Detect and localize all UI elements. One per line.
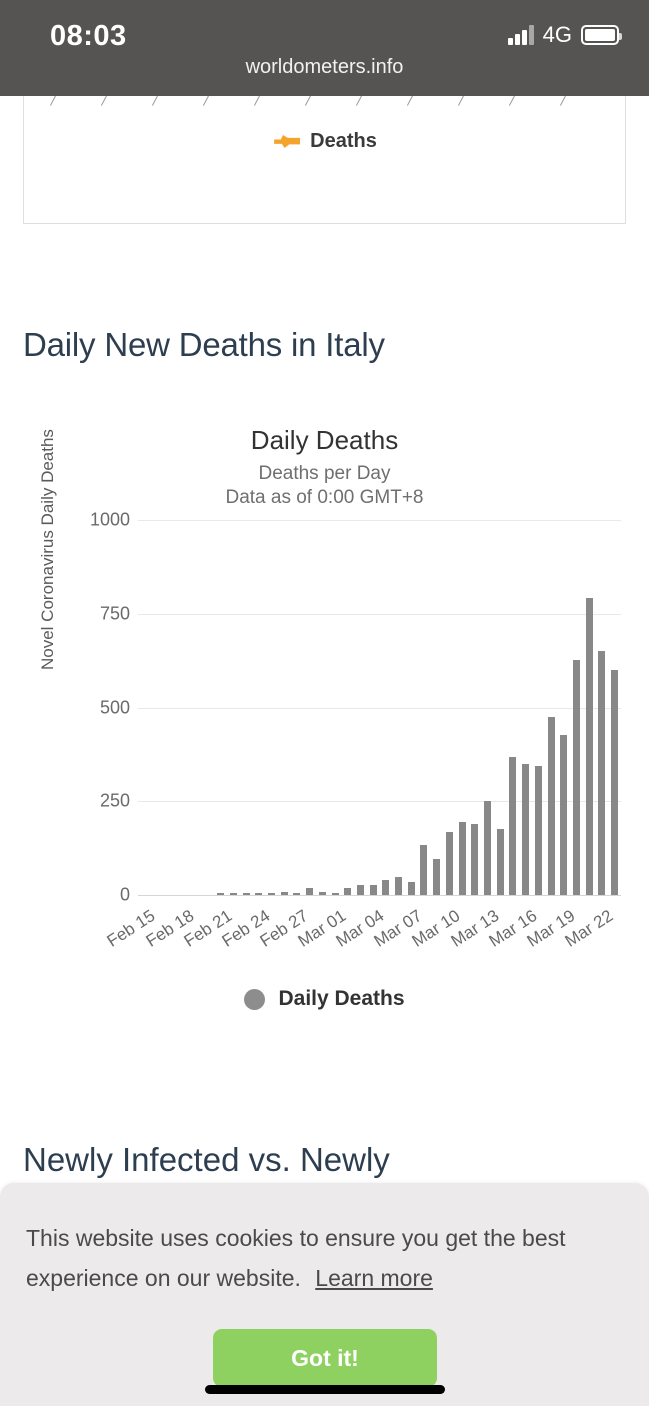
top-chart-tick [202, 96, 210, 106]
chart-bar[interactable] [407, 881, 415, 895]
y-axis-tick-label: 0 [119, 884, 130, 905]
y-axis-tick-label: 1000 [89, 509, 130, 530]
chart-bar[interactable] [293, 893, 301, 895]
cookie-message: This website uses cookies to ensure you … [26, 1225, 566, 1291]
top-chart-tick [151, 96, 159, 106]
chart-plot-area: Novel Coronavirus Daily Deaths 0 250 500 75… [0, 429, 649, 951]
y-axis-tick-label: 750 [99, 603, 130, 624]
top-chart-tick [100, 96, 108, 106]
chart-bars [138, 520, 621, 895]
gridline [138, 801, 621, 803]
gridline [138, 613, 621, 615]
daily-deaths-legend-marker-icon [244, 988, 266, 1010]
top-chart-tick [508, 96, 516, 106]
chart-subtitle: Deaths per Day [258, 463, 391, 484]
top-chart-tick-marks [24, 96, 627, 110]
x-axis-ticks: Feb 15 Feb 18 Feb 21 Feb 24 Feb 27 Mar 01 Mar … [104, 902, 621, 992]
chart-bar[interactable] [585, 597, 593, 895]
chart-bar[interactable] [496, 829, 504, 895]
chart-bar[interactable] [445, 832, 453, 895]
chart-bar[interactable] [522, 764, 530, 895]
battery-full-icon [581, 25, 622, 45]
chart-bar[interactable] [433, 858, 441, 895]
chart-bar[interactable] [484, 801, 492, 895]
chart-bar[interactable] [598, 650, 606, 895]
chart-bar[interactable] [318, 892, 326, 895]
y-axis-tick-label: 250 [99, 790, 130, 811]
top-chart-legend[interactable]: Deaths [24, 130, 627, 153]
next-section-heading: Newly Infected vs. Newly [23, 1141, 390, 1178]
chart-bar[interactable] [395, 876, 403, 895]
chart-bar[interactable] [560, 734, 568, 895]
top-chart-tick [253, 96, 261, 106]
chart-bar[interactable] [420, 845, 428, 895]
cookie-accept-button[interactable]: Got it! [213, 1329, 437, 1387]
chart-bar[interactable] [471, 824, 479, 895]
chart-bar[interactable] [534, 765, 542, 895]
chart-bar[interactable] [217, 893, 225, 895]
browser-url-label[interactable]: worldometers.info [245, 56, 404, 78]
chart-title: Daily Deaths [250, 425, 399, 455]
cookie-banner-text: This website uses cookies to ensure you … [26, 1219, 626, 1298]
chart-bar[interactable] [547, 716, 555, 895]
y-axis-label: Novel Coronavirus Daily Deaths [38, 429, 57, 670]
status-bar-indicators: 4G [508, 22, 622, 48]
top-chart-card: Deaths [23, 96, 626, 224]
chart-bar[interactable] [280, 892, 288, 895]
home-indicator[interactable] [205, 1385, 445, 1394]
chart-data-timestamp: Data as of 0:00 GMT+8 [225, 487, 424, 509]
gridline [138, 707, 621, 709]
top-chart-tick [49, 96, 57, 106]
network-type-label: 4G [542, 22, 572, 47]
chart-bar[interactable] [331, 893, 339, 895]
deaths-legend-marker-icon [274, 135, 301, 148]
top-chart-tick [355, 96, 363, 106]
y-axis-tick-label: 500 [99, 697, 130, 717]
chart-bar[interactable] [369, 884, 377, 895]
chart-bar[interactable] [255, 893, 263, 895]
chart-bar[interactable] [306, 888, 314, 895]
daily-deaths-chart: Daily Deaths Deaths per Day Data as of 0… [0, 425, 649, 1035]
cookie-learn-more-link[interactable]: Learn more [315, 1264, 433, 1291]
signal-bars-icon [508, 25, 534, 45]
chart-bar[interactable] [509, 757, 517, 895]
cookie-consent-banner: This website uses cookies to ensure you … [0, 1183, 649, 1406]
top-chart-tick [559, 96, 567, 106]
top-chart-tick [304, 96, 312, 106]
chart-gridlines [138, 520, 621, 896]
chart-bar[interactable] [458, 821, 466, 895]
page-title: Daily New Deaths in Italy [23, 326, 385, 363]
chart-bar[interactable] [382, 879, 390, 895]
status-bar: 08:03 4G worldometers.info [0, 0, 649, 96]
y-axis-ticks: 0 250 500 750 1000 [60, 510, 130, 905]
chart-bar[interactable] [267, 893, 275, 895]
chart-bar[interactable] [229, 893, 237, 895]
gridline [138, 895, 621, 896]
top-chart-tick [457, 96, 465, 106]
chart-bar[interactable] [242, 893, 250, 895]
chart-bar[interactable] [344, 888, 352, 895]
chart-legend[interactable]: Daily Deaths [0, 987, 649, 1011]
top-chart-tick [406, 96, 414, 106]
chart-bar[interactable] [573, 659, 580, 895]
gridline [138, 520, 621, 521]
top-chart-legend-label: Deaths [310, 130, 377, 152]
status-bar-clock: 08:03 [50, 20, 127, 52]
chart-legend-label: Daily Deaths [278, 987, 405, 1010]
chart-bar[interactable] [356, 884, 364, 895]
chart-bar[interactable] [611, 669, 619, 895]
